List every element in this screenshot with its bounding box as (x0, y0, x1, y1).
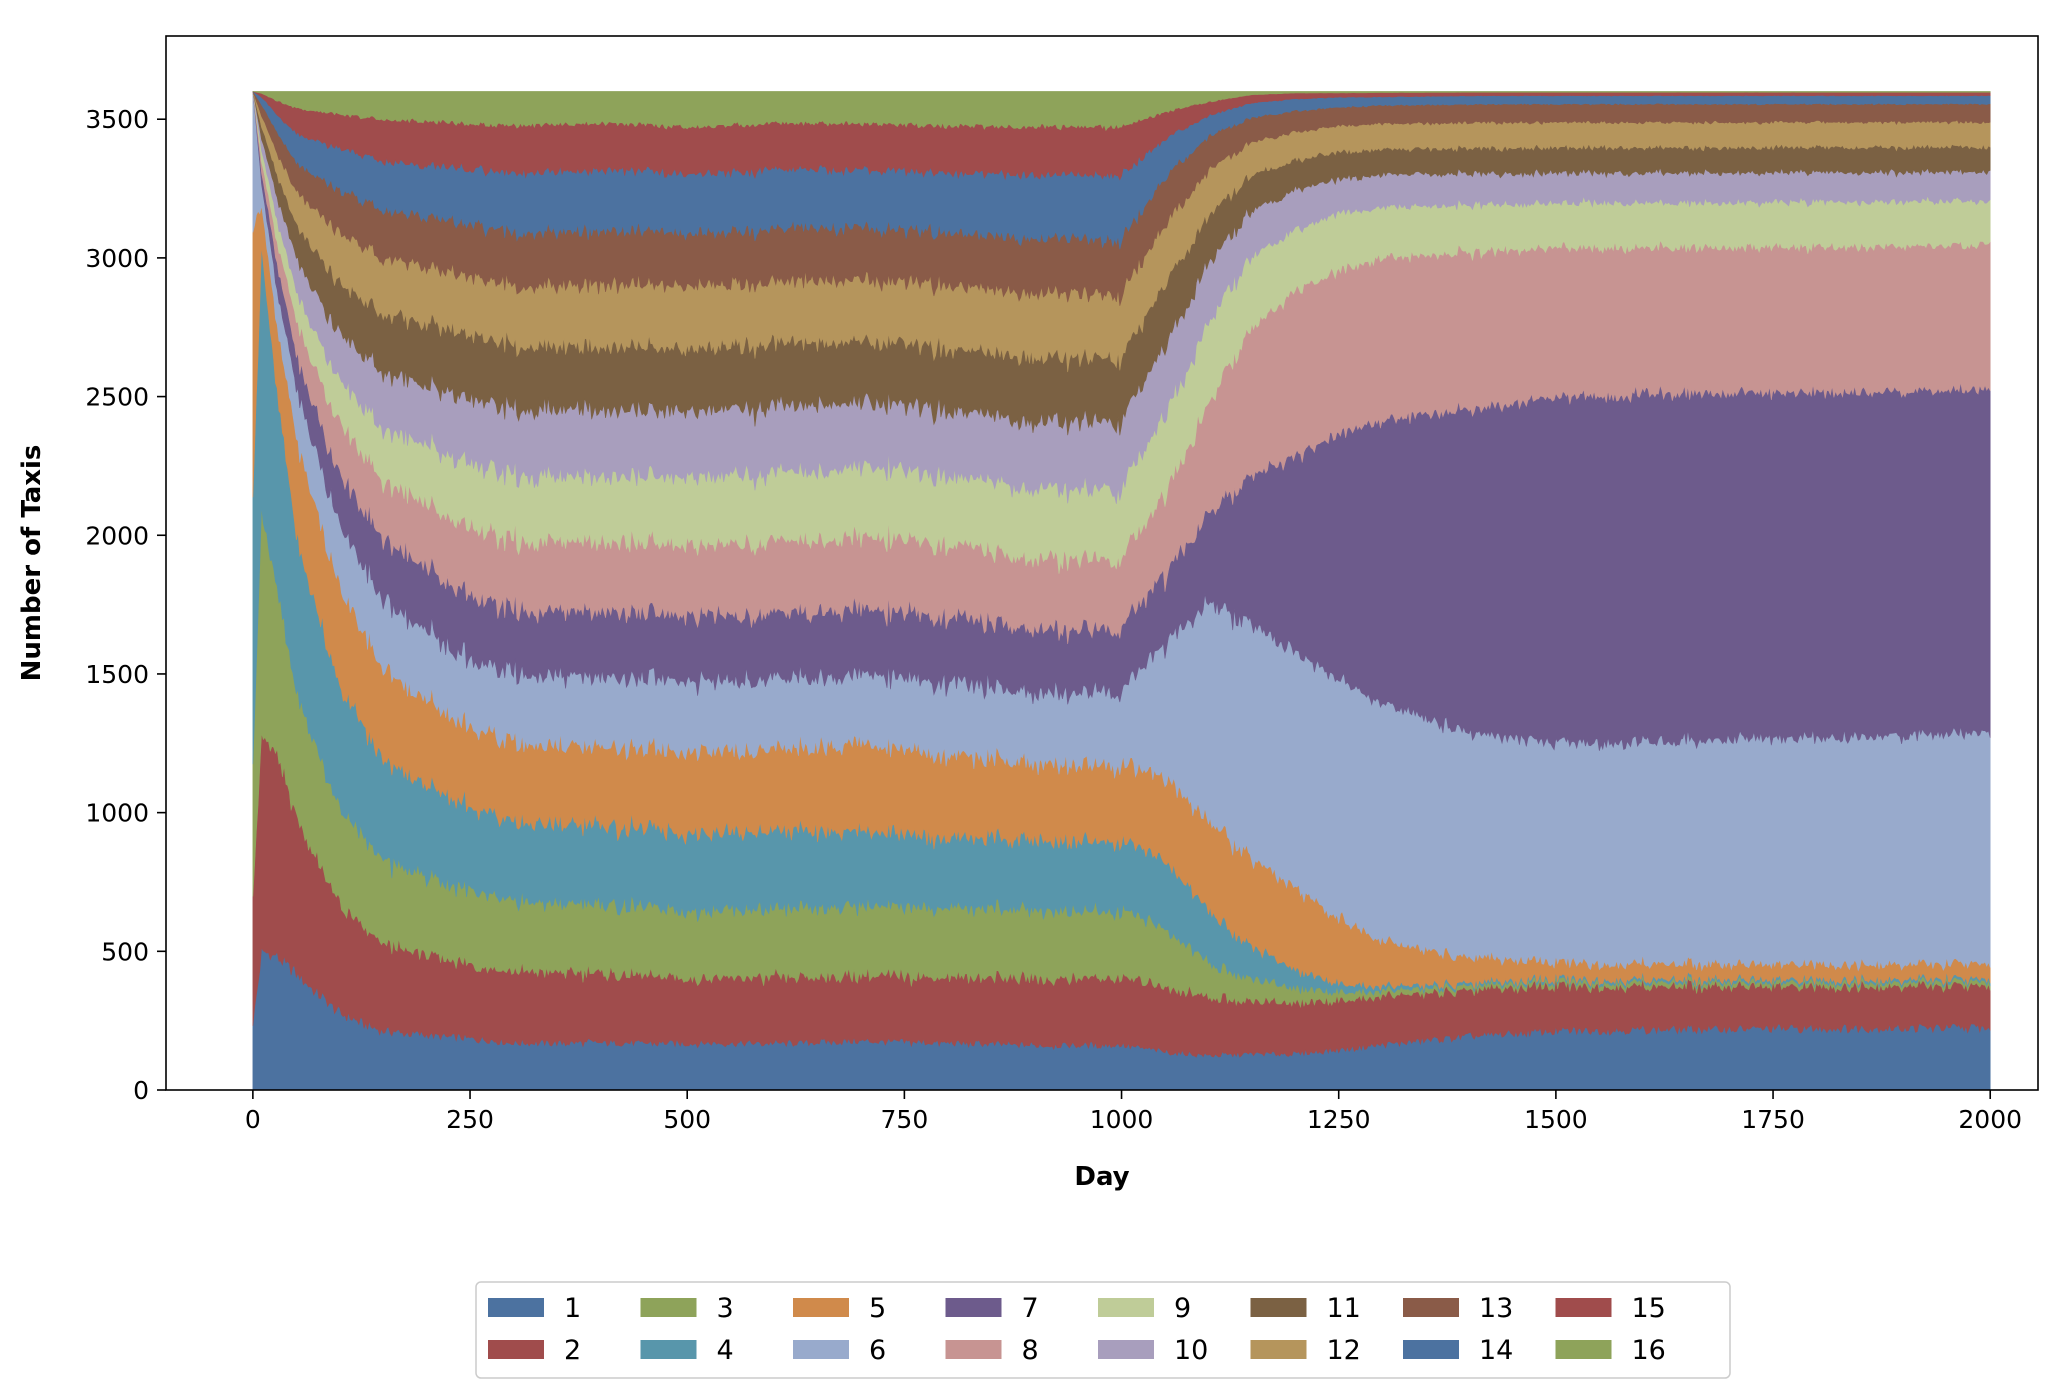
legend-label: 4 (717, 1335, 734, 1366)
legend-label: 1 (564, 1293, 581, 1324)
x-tick-label: 250 (446, 1105, 494, 1134)
legend-label: 13 (1479, 1293, 1513, 1324)
legend-swatch (945, 1340, 1002, 1359)
x-tick-label: 500 (663, 1105, 711, 1134)
legend-swatch (488, 1340, 544, 1359)
legend-item-10: 10 (1098, 1335, 1208, 1366)
legend-item-15: 15 (1555, 1293, 1666, 1324)
y-tick-label: 500 (101, 937, 149, 966)
legend-item-13: 13 (1403, 1293, 1513, 1324)
x-tick-label: 1750 (1741, 1105, 1805, 1134)
legend-item-14: 14 (1403, 1335, 1513, 1366)
y-tick-label: 2500 (85, 383, 149, 412)
legend-swatch (793, 1298, 849, 1317)
legend-label: 11 (1327, 1293, 1361, 1324)
x-tick-label: 0 (245, 1105, 261, 1134)
legend-swatch (1098, 1298, 1154, 1317)
legend-item-12: 12 (1250, 1335, 1361, 1366)
legend-label: 3 (717, 1293, 734, 1324)
legend-swatch (1250, 1340, 1307, 1359)
legend-swatch (1555, 1298, 1612, 1317)
area-series-16 (252, 91, 1991, 132)
legend-swatch (488, 1298, 544, 1317)
x-axis: 0 250 500 750 1000 1250 1500 1750 2000 (245, 1090, 2022, 1134)
legend-item-3: 3 (640, 1293, 734, 1324)
x-tick-label: 750 (881, 1105, 929, 1134)
y-tick-label: 1000 (85, 799, 149, 828)
legend-label: 6 (869, 1335, 886, 1366)
legend-item-16: 16 (1555, 1335, 1666, 1366)
y-tick-label: 1500 (85, 660, 149, 689)
legend-swatch (945, 1298, 1002, 1317)
legend-item-5: 5 (793, 1293, 886, 1324)
y-tick-label: 3000 (85, 244, 149, 273)
legend-item-11: 11 (1250, 1293, 1361, 1324)
y-tick-label: 0 (133, 1076, 149, 1105)
legend-item-1: 1 (488, 1293, 581, 1324)
legend-swatch (1403, 1340, 1459, 1359)
legend-item-4: 4 (640, 1335, 734, 1366)
x-tick-label: 2000 (1958, 1105, 2022, 1134)
legend-swatch (640, 1298, 697, 1317)
legend-label: 9 (1174, 1293, 1191, 1324)
x-tick-label: 1250 (1307, 1105, 1371, 1134)
area-layers (252, 91, 1991, 1091)
legend-swatch (1403, 1298, 1459, 1317)
legend-label: 15 (1632, 1293, 1666, 1324)
legend-label: 8 (1022, 1335, 1039, 1366)
y-tick-label: 2000 (85, 521, 149, 550)
legend-label: 14 (1479, 1335, 1513, 1366)
legend-item-6: 6 (793, 1335, 886, 1366)
x-tick-label: 1500 (1524, 1105, 1588, 1134)
y-axis: 0 500 1000 1500 2000 2500 3000 3500 (85, 105, 166, 1105)
legend-label: 5 (869, 1293, 886, 1324)
legend-frame (475, 1281, 1731, 1379)
legend-label: 16 (1632, 1335, 1666, 1366)
legend-swatch (1250, 1298, 1307, 1317)
legend-label: 10 (1174, 1335, 1208, 1366)
y-axis-label: Number of Taxis (17, 445, 47, 682)
plot-frame (165, 35, 2039, 1091)
legend-label: 12 (1327, 1335, 1361, 1366)
legend-label: 7 (1022, 1293, 1039, 1324)
x-tick-label: 1000 (1090, 1105, 1154, 1134)
legend-swatch (793, 1340, 849, 1359)
legend-item-9: 9 (1098, 1293, 1191, 1324)
legend-swatch (640, 1340, 697, 1359)
legend-label: 2 (564, 1335, 581, 1366)
x-axis-label: Day (1074, 1162, 1129, 1192)
legend-item-2: 2 (488, 1335, 581, 1366)
legend-item-8: 8 (945, 1335, 1039, 1366)
legend-swatch (1555, 1340, 1612, 1359)
y-tick-label: 3500 (85, 105, 149, 134)
legend-item-7: 7 (945, 1293, 1039, 1324)
legend-swatch (1098, 1340, 1154, 1359)
